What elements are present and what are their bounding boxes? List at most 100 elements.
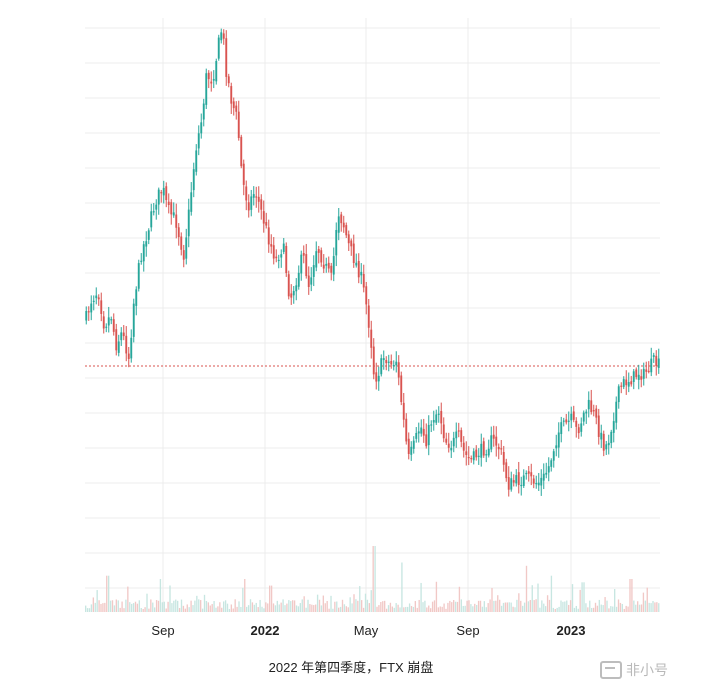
candle-body — [635, 369, 638, 378]
candle-body — [135, 289, 138, 306]
volume-bar — [341, 599, 344, 612]
volume-bar — [399, 607, 401, 612]
candle-body — [417, 431, 420, 434]
volume-bar — [583, 582, 585, 612]
volume-bar — [161, 602, 164, 612]
volume-bar — [144, 607, 146, 612]
volume-bar — [230, 604, 233, 612]
volume-bar — [140, 608, 142, 612]
candle-body — [572, 411, 575, 420]
candle-body — [257, 196, 260, 202]
volume-bar — [368, 603, 371, 612]
volume-bar — [468, 600, 470, 612]
volume-bar — [351, 603, 353, 612]
candle-body — [610, 431, 613, 444]
volume-bar — [311, 604, 313, 612]
candle-body — [640, 376, 643, 380]
volume-bar — [336, 601, 338, 612]
volume-bar — [88, 608, 91, 612]
volume-bar — [330, 595, 332, 612]
candle-body — [370, 329, 373, 348]
candle-body — [397, 362, 400, 378]
volume-bar — [506, 602, 509, 612]
volume-bar — [656, 602, 658, 612]
candle-body — [600, 432, 603, 440]
volume-bar — [589, 600, 591, 612]
volume-bar — [393, 607, 395, 612]
volume-bar — [439, 606, 441, 612]
candle-body — [307, 275, 310, 287]
candle-body — [582, 412, 585, 422]
volume-bar — [539, 607, 541, 612]
candle-body — [580, 423, 583, 432]
volume-bar — [456, 601, 459, 612]
volume-bar — [154, 607, 156, 612]
volume-bar — [631, 579, 633, 612]
candle-body — [382, 358, 385, 361]
candle-body — [637, 374, 640, 380]
volume-bar — [157, 600, 160, 612]
volume-bar — [192, 605, 194, 612]
candle-body — [90, 303, 93, 313]
volume-bar — [600, 604, 602, 612]
candle-body — [285, 245, 288, 274]
volume-bar — [422, 602, 424, 612]
volume-bar — [568, 604, 570, 612]
volume-bar — [640, 604, 643, 612]
candle-body — [442, 424, 445, 439]
candle-body — [87, 311, 90, 313]
candle-body — [657, 358, 660, 368]
volume-bar — [132, 603, 135, 612]
volume-bar — [129, 602, 131, 612]
volume-bar — [305, 607, 307, 612]
candle-body — [435, 414, 438, 423]
volume-bar — [155, 600, 158, 612]
candle-body — [510, 478, 513, 490]
candle-body — [545, 472, 548, 475]
volume-bar — [106, 575, 108, 612]
volume-bar — [437, 607, 440, 612]
volume-bar — [489, 599, 491, 612]
volume-bar — [219, 602, 221, 612]
candle-body — [142, 244, 145, 262]
volume-bar — [453, 600, 455, 612]
volume-bar — [366, 599, 369, 612]
candle-body — [295, 285, 298, 292]
candle-body — [375, 372, 378, 382]
volume-bar — [508, 602, 510, 612]
volume-bar — [134, 601, 137, 612]
volume-bar — [426, 607, 428, 612]
candle-body — [302, 252, 305, 256]
watermark-logo-icon — [600, 661, 622, 679]
volume-bar — [299, 603, 302, 612]
volume-bar — [573, 607, 576, 612]
price-chart: Sep 2022 May Sep 2023 — [85, 18, 660, 638]
volume-bar — [278, 604, 280, 612]
volume-bar — [612, 606, 614, 612]
x-tick-label: Sep — [151, 623, 174, 638]
volume-bar — [200, 600, 202, 612]
candle-body — [130, 337, 133, 359]
candle-body — [165, 186, 168, 201]
candle-body — [225, 38, 228, 77]
volume-bar — [642, 592, 645, 612]
candle-body — [162, 187, 165, 196]
candle-body — [187, 209, 190, 237]
candle-body — [592, 410, 595, 412]
x-tick-label: 2023 — [557, 623, 586, 638]
candle-body — [420, 427, 423, 434]
candle-body — [482, 441, 485, 456]
candle-body — [552, 451, 555, 461]
volume-bar — [288, 600, 290, 612]
candle-body — [402, 402, 405, 420]
candle-body — [337, 216, 340, 233]
candle-body — [465, 451, 468, 455]
candle-body — [157, 189, 160, 205]
volume-bar — [443, 603, 445, 612]
candle-body — [440, 410, 443, 424]
volume-bar — [270, 585, 273, 612]
volume-bar — [577, 608, 579, 612]
volume-bar — [194, 600, 196, 612]
volume-bar — [395, 603, 397, 612]
volume-bar — [579, 589, 581, 612]
